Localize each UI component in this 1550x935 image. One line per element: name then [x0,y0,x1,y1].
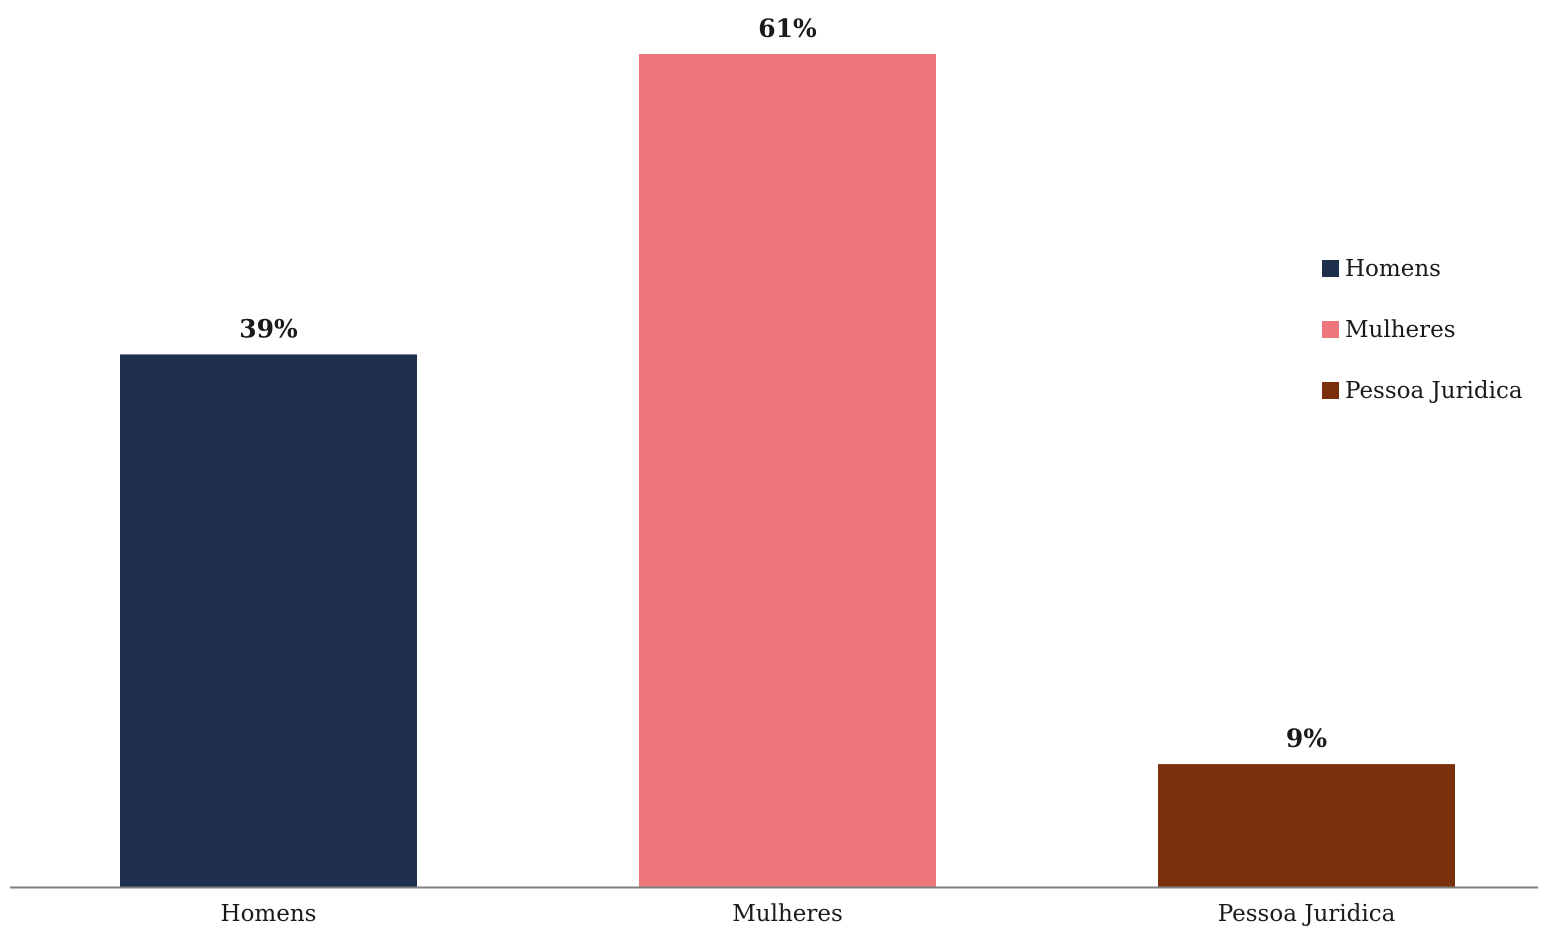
x-tick-label-homens: Homens [221,901,317,927]
legend-label-homens: Homens [1345,256,1441,282]
x-tick-label-pessoa-juridica: Pessoa Juridica [1218,901,1396,927]
bars-group [120,54,1455,887]
x-tick-labels-group: Homens Mulheres Pessoa Juridica [221,901,1396,927]
legend-swatch-homens [1322,260,1339,277]
data-label-homens: 39% [239,314,298,343]
bar-mulheres [639,54,936,887]
bar-homens [120,354,417,887]
legend-swatch-mulheres [1322,321,1339,338]
legend: Homens Mulheres Pessoa Juridica [1322,256,1523,404]
legend-swatch-pessoa-juridica [1322,382,1339,399]
data-label-mulheres: 61% [758,14,817,43]
data-labels-group: 39% 61% 9% [239,14,1327,753]
bar-pessoa-juridica [1158,764,1455,887]
data-label-pessoa-juridica: 9% [1286,724,1327,753]
x-tick-label-mulheres: Mulheres [732,901,843,927]
legend-label-pessoa-juridica: Pessoa Juridica [1345,378,1523,404]
legend-label-mulheres: Mulheres [1345,317,1456,343]
